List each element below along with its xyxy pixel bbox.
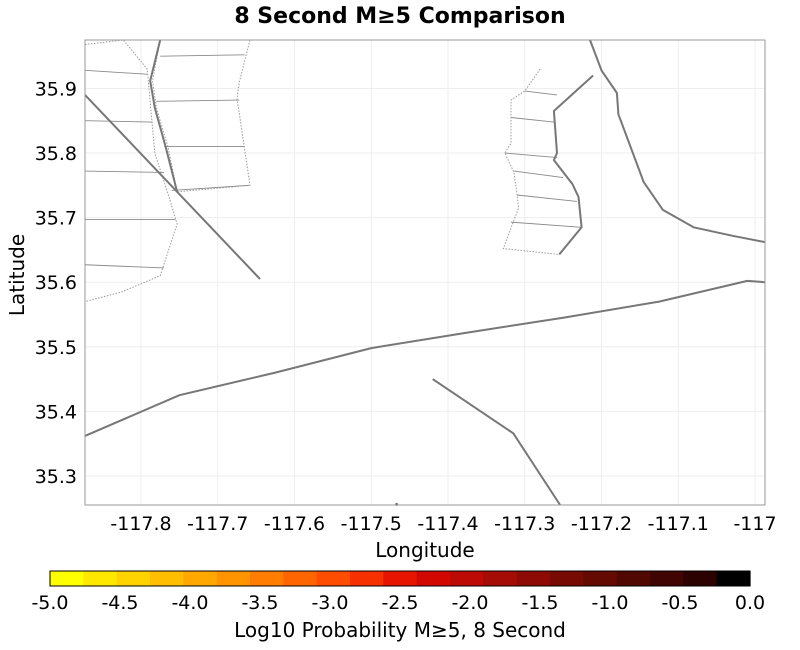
fault-trace: [432, 378, 561, 506]
colorbar-swatch: [650, 571, 684, 586]
chart-title: 8 Second M≥5 Comparison: [234, 4, 565, 29]
fault-trace: [589, 39, 766, 244]
x-tick-label: -117.1: [648, 513, 709, 535]
y-tick-label: 35.3: [35, 466, 77, 488]
colorbar-swatch: [250, 571, 284, 586]
x-tick-label: -117.6: [264, 513, 325, 535]
colorbar-swatch: [583, 571, 618, 586]
colorbar-swatch: [483, 571, 518, 586]
colorbar-tick-label: -4.0: [171, 592, 208, 614]
colorbar-tick-label: -1.5: [521, 592, 558, 614]
colorbar-swatch: [516, 571, 551, 586]
fault-surface-rung: [504, 152, 558, 158]
y-tick-label: 35.7: [35, 208, 77, 230]
colorbar-tick-label: -4.5: [101, 592, 138, 614]
colorbar-tick-label: 0.0: [735, 592, 765, 614]
y-axis-label: Latitude: [5, 234, 29, 316]
colorbar-swatch: [183, 571, 218, 586]
colorbar-swatch: [116, 571, 151, 586]
x-axis-label: Longitude: [375, 538, 474, 562]
colorbar-tick-label: -2.5: [381, 592, 418, 614]
colorbar-swatch: [216, 571, 251, 586]
fault-trace: [552, 74, 594, 256]
fault-trace: [84, 279, 766, 437]
fault-surface-rung: [84, 120, 153, 123]
plot-frame: [84, 39, 766, 506]
x-tick-label: -117: [733, 513, 776, 535]
fault-surface-rung: [160, 54, 245, 57]
y-tick-label: 35.6: [35, 272, 77, 294]
colorbar-swatch: [550, 571, 584, 586]
fault-surface-outline: [84, 39, 178, 303]
fault-surface-rung: [510, 221, 582, 228]
colorbar-swatch: [416, 571, 451, 586]
x-tick-label: -117.8: [110, 513, 171, 535]
colorbar-swatch: [83, 571, 118, 586]
colorbar-tick-label: -3.0: [311, 592, 348, 614]
colorbar-swatch: [450, 571, 484, 586]
fault-surface-rung: [524, 90, 558, 96]
colorbar-swatch: [683, 571, 718, 586]
colorbar-swatch: [383, 571, 418, 586]
fault-surface-outline: [502, 68, 594, 255]
x-tick-label: -117.7: [187, 513, 248, 535]
colorbar-swatch: [716, 571, 751, 586]
colorbar-swatch: [316, 571, 351, 586]
x-tick-label: -117.2: [571, 513, 632, 535]
colorbar-swatch: [50, 571, 84, 586]
fault-trace: [149, 39, 179, 193]
y-axis-ticks: 35.3 35.4 35.5 35.6 35.7 35.8 35.9: [35, 78, 77, 488]
x-tick-label: -117.4: [417, 513, 478, 535]
colorbar-label: Log10 Probability M≥5, 8 Second: [234, 618, 566, 642]
fault-surfaces: [84, 39, 594, 303]
colorbar-tick-label: -2.0: [451, 592, 488, 614]
colorbar: [50, 571, 751, 586]
fault-surface-rung: [513, 170, 564, 179]
fault-surface: [84, 39, 178, 303]
colorbar-swatch: [283, 571, 318, 586]
colorbar-ticks: -5.0 -4.5 -4.0 -3.5 -3.0 -2.5 -2.0 -1.5 -1.0 -0.5…: [31, 592, 765, 614]
fault-surface: [502, 68, 594, 255]
fault-surface-rung: [84, 69, 148, 75]
y-tick-label: 35.9: [35, 78, 77, 100]
colorbar-swatch: [150, 571, 184, 586]
colorbar-frame: [49, 570, 751, 587]
fault-surface-rung: [510, 117, 554, 123]
fault-surface-rung: [517, 194, 578, 202]
grid: [85, 40, 765, 505]
colorbar-tick-label: -5.0: [31, 592, 68, 614]
x-tick-label: -117.3: [494, 513, 555, 535]
x-axis-ticks: -117.8 -117.7 -117.6 -117.5 -117.4 -117.3 -117…: [110, 513, 776, 535]
fault-surface-rung: [171, 184, 250, 191]
fault-traces: [84, 39, 766, 506]
colorbar-swatch: [350, 571, 384, 586]
colorbar-tick-label: -1.0: [591, 592, 628, 614]
fault-surface-outline: [151, 39, 251, 193]
fault-surface-rung: [84, 170, 165, 173]
y-tick-label: 35.8: [35, 143, 77, 165]
colorbar-tick-label: -3.5: [241, 592, 278, 614]
colorbar-swatch: [616, 571, 651, 586]
colorbar-tick-label: -0.5: [661, 592, 698, 614]
fault-surface: [151, 39, 251, 193]
fault-trace: [84, 94, 261, 280]
x-tick-label: -117.5: [341, 513, 402, 535]
fault-surface-rung: [156, 99, 240, 102]
y-tick-label: 35.5: [35, 337, 77, 359]
y-tick-label: 35.4: [35, 401, 77, 423]
fault-surface-rung: [84, 264, 165, 269]
